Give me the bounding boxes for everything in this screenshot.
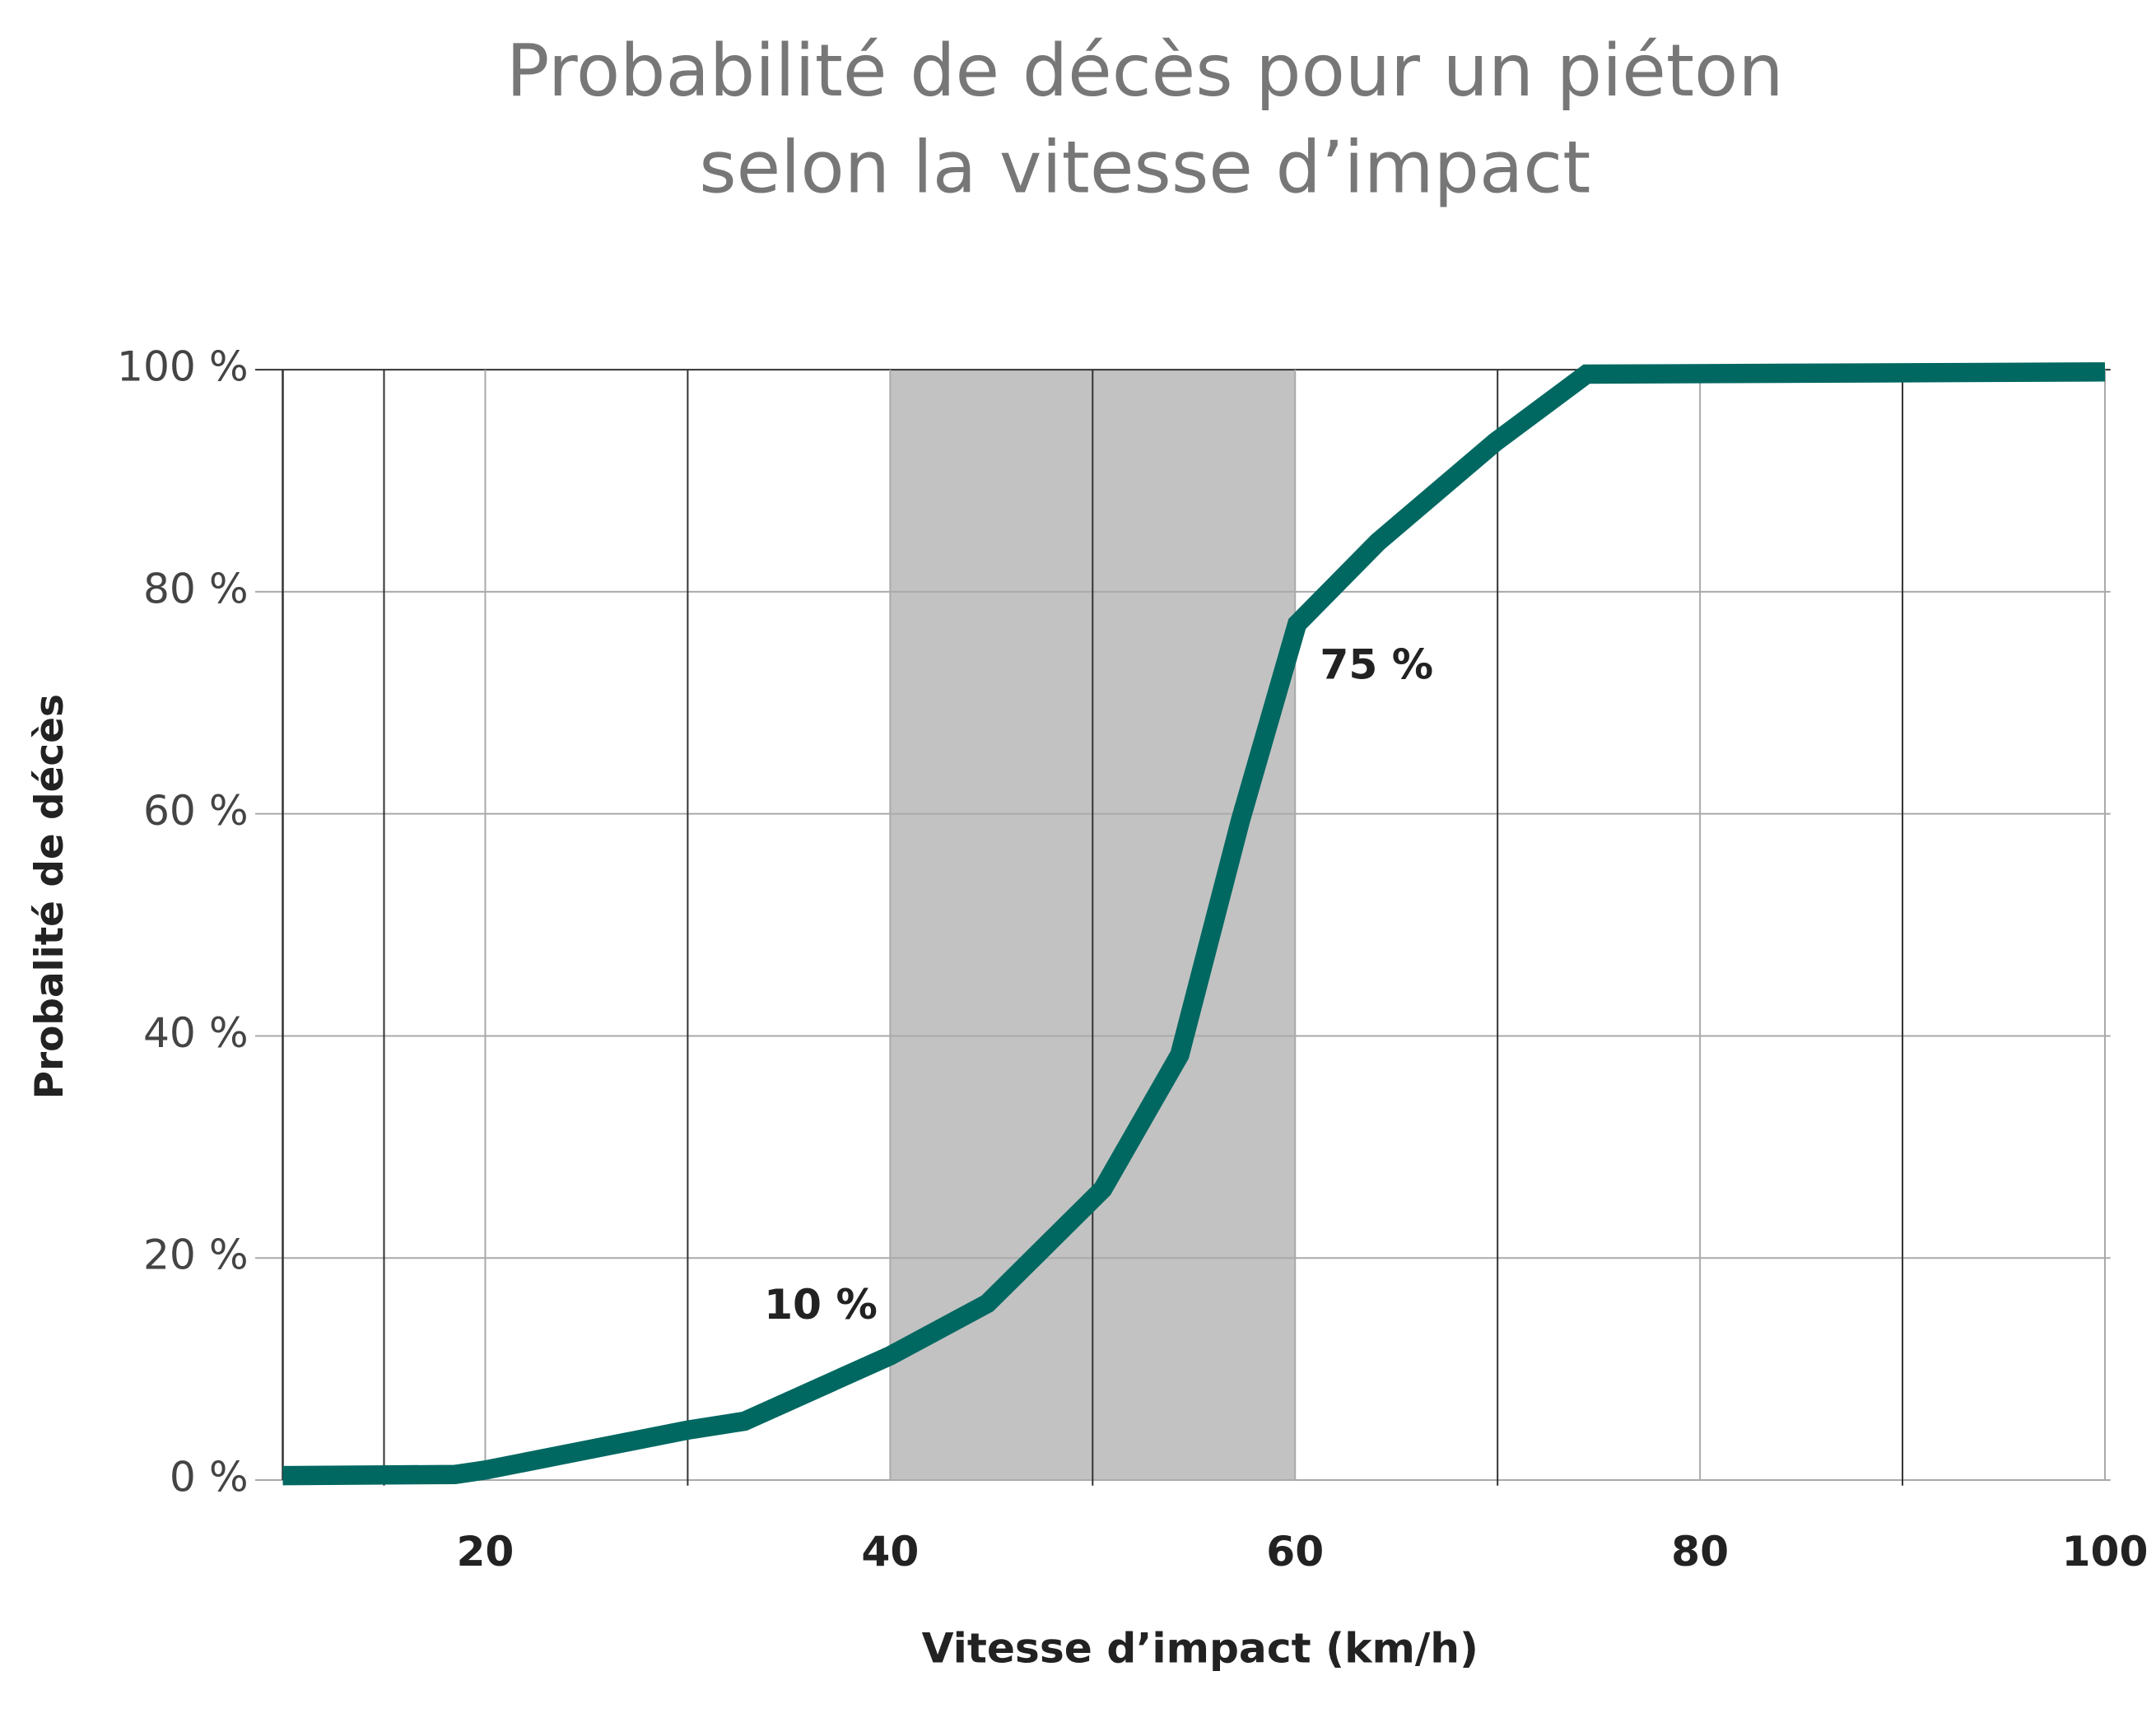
- annotation: 75 %: [1320, 640, 1433, 689]
- y-tick-label: 60 %: [143, 786, 249, 835]
- x-tick-label: 20: [456, 1527, 514, 1576]
- y-tick-label: 0 %: [170, 1453, 249, 1501]
- x-tick-label: 100: [2062, 1527, 2149, 1576]
- y-tick-label: 100 %: [117, 342, 249, 391]
- y-tick-label: 80 %: [143, 564, 249, 612]
- y-tick-label: 20 %: [143, 1231, 249, 1279]
- chart-title: Probabilité de décès pour un piéton: [506, 29, 1784, 113]
- x-tick-label: 40: [861, 1527, 919, 1576]
- y-axis-label: Probalité de décès: [27, 694, 72, 1099]
- data-line: [282, 362, 2106, 1486]
- x-tick-label: 80: [1671, 1527, 1729, 1576]
- x-tick-label: 60: [1266, 1527, 1324, 1576]
- chart-title: selon la vitesse d’impact: [699, 125, 1590, 209]
- y-tick-label: 40 %: [143, 1008, 249, 1057]
- x-axis-label: Vitesse d’impact (km/h): [922, 1623, 1478, 1672]
- annotation: 10 %: [764, 1280, 878, 1329]
